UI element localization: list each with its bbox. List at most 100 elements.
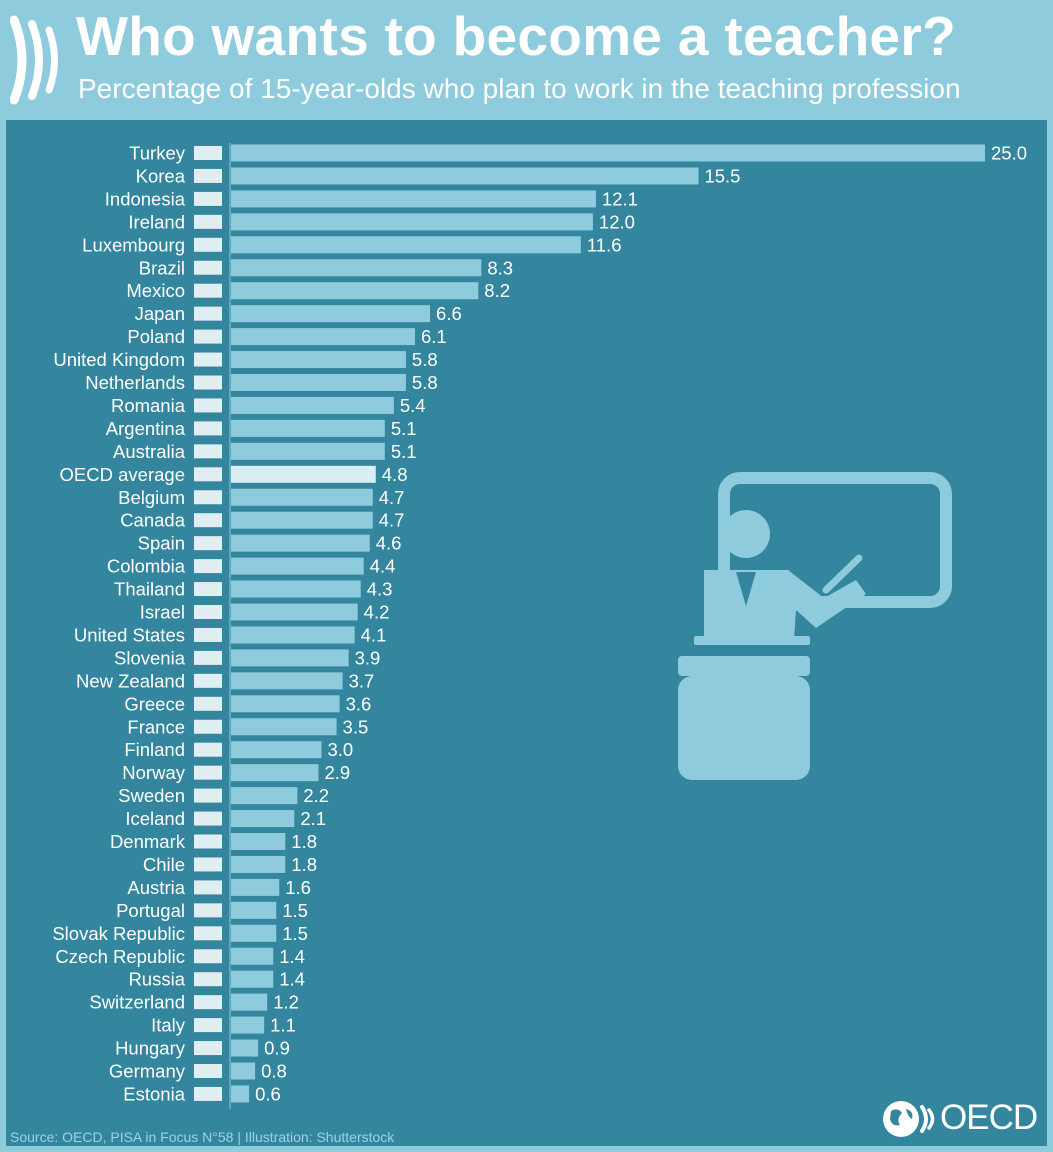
flag-icon <box>194 1064 222 1078</box>
bar <box>231 810 295 828</box>
value-label: 6.1 <box>421 326 447 347</box>
value-label: 4.6 <box>376 533 402 554</box>
bar <box>231 351 406 369</box>
value-label: 1.5 <box>282 923 308 944</box>
category-label: Finland <box>124 739 185 760</box>
bar <box>231 465 376 483</box>
category-label: France <box>127 716 185 737</box>
category-label: Switzerland <box>89 992 185 1013</box>
flag-icon <box>194 857 222 872</box>
flag-icon <box>194 673 222 688</box>
category-label: Ireland <box>128 211 185 232</box>
bar <box>231 282 479 300</box>
value-label: 1.6 <box>285 877 311 898</box>
value-label: 1.8 <box>291 854 317 875</box>
flag-icon <box>194 375 222 390</box>
flag-icon <box>194 995 222 1010</box>
bar <box>231 672 343 690</box>
category-label: Indonesia <box>105 188 186 209</box>
value-label: 1.8 <box>291 831 317 852</box>
value-label: 15.5 <box>704 165 740 186</box>
flag-icon <box>194 260 222 275</box>
value-label: 4.7 <box>379 510 405 531</box>
flag-icon <box>194 352 222 367</box>
value-label: 5.8 <box>412 349 438 370</box>
bar <box>231 924 277 942</box>
value-label: 4.7 <box>379 487 405 508</box>
oecd-logo: OECD <box>882 1097 1042 1141</box>
category-label: United Kingdom <box>53 349 185 370</box>
flag-icon <box>194 903 222 918</box>
flag-icon <box>194 168 222 183</box>
value-label: 8.2 <box>484 280 510 301</box>
header: Who wants to become a teacher? Percentag… <box>0 0 1053 120</box>
category-label: Russia <box>128 969 185 990</box>
category-label: Spain <box>138 533 185 554</box>
bar-chart: Turkey 25.0 Korea 15.5 Indonesia 12.1 Ireland 1… <box>52 143 1027 1109</box>
bar <box>231 649 349 667</box>
flag-icon <box>194 467 222 482</box>
category-label: Belgium <box>118 487 185 508</box>
flag-icon <box>194 444 222 459</box>
value-label: 0.8 <box>261 1061 287 1082</box>
flag-icon <box>194 421 222 436</box>
value-label: 12.0 <box>599 211 635 232</box>
bar <box>231 764 319 782</box>
page-subtitle: Percentage of 15-year-olds who plan to w… <box>78 73 961 104</box>
chart-panel: Turkey 25.0 Korea 15.5 Indonesia 12.1 Ireland 1… <box>6 120 1047 1146</box>
category-label: Canada <box>120 510 186 531</box>
value-label: 5.1 <box>391 441 417 462</box>
bar <box>231 1085 250 1103</box>
category-label: Denmark <box>110 831 186 852</box>
flag-icon <box>194 788 222 803</box>
flag-icon <box>194 650 222 665</box>
category-label: Brazil <box>139 257 185 278</box>
value-label: 4.2 <box>364 602 390 623</box>
category-label: Chile <box>143 854 185 875</box>
category-label: Australia <box>113 441 186 462</box>
bar <box>231 580 361 598</box>
category-label: Sweden <box>118 785 185 806</box>
category-label: Czech Republic <box>55 946 185 967</box>
bar <box>231 488 373 506</box>
value-label: 1.4 <box>279 946 305 967</box>
category-label: Norway <box>122 762 185 783</box>
bar <box>231 213 593 231</box>
category-label: New Zealand <box>76 670 185 691</box>
category-label: Hungary <box>115 1038 186 1059</box>
bar <box>231 442 385 460</box>
bar <box>231 993 268 1011</box>
bar <box>231 305 431 323</box>
bar <box>231 626 355 644</box>
value-label: 0.6 <box>255 1083 281 1104</box>
flag-icon <box>194 329 222 344</box>
flag-icon <box>194 513 222 528</box>
category-label: United States <box>74 624 185 645</box>
value-label: 4.8 <box>382 464 408 485</box>
bar <box>231 190 596 208</box>
flag-icon <box>194 696 222 711</box>
category-label: Iceland <box>125 808 185 829</box>
bar <box>231 374 406 391</box>
value-label: 5.4 <box>400 395 426 416</box>
category-label: OECD average <box>60 464 185 485</box>
flag-icon <box>194 1018 222 1033</box>
oecd-chevrons-icon <box>10 15 58 105</box>
flag-icon <box>194 559 222 574</box>
bar <box>231 901 277 919</box>
category-label: Colombia <box>107 556 186 577</box>
bar <box>231 1062 256 1080</box>
bar <box>231 167 699 185</box>
category-label: Israel <box>140 602 185 623</box>
value-label: 2.1 <box>300 808 326 829</box>
category-label: Italy <box>151 1015 186 1036</box>
bar <box>231 947 274 965</box>
value-label: 0.9 <box>264 1038 290 1059</box>
flag-icon <box>194 146 222 160</box>
category-label: Turkey <box>129 143 186 164</box>
flag-icon <box>194 972 222 987</box>
oecd-logo-text: OECD <box>940 1098 1038 1137</box>
bar <box>231 741 322 759</box>
bar <box>231 695 340 713</box>
bar <box>231 534 370 552</box>
